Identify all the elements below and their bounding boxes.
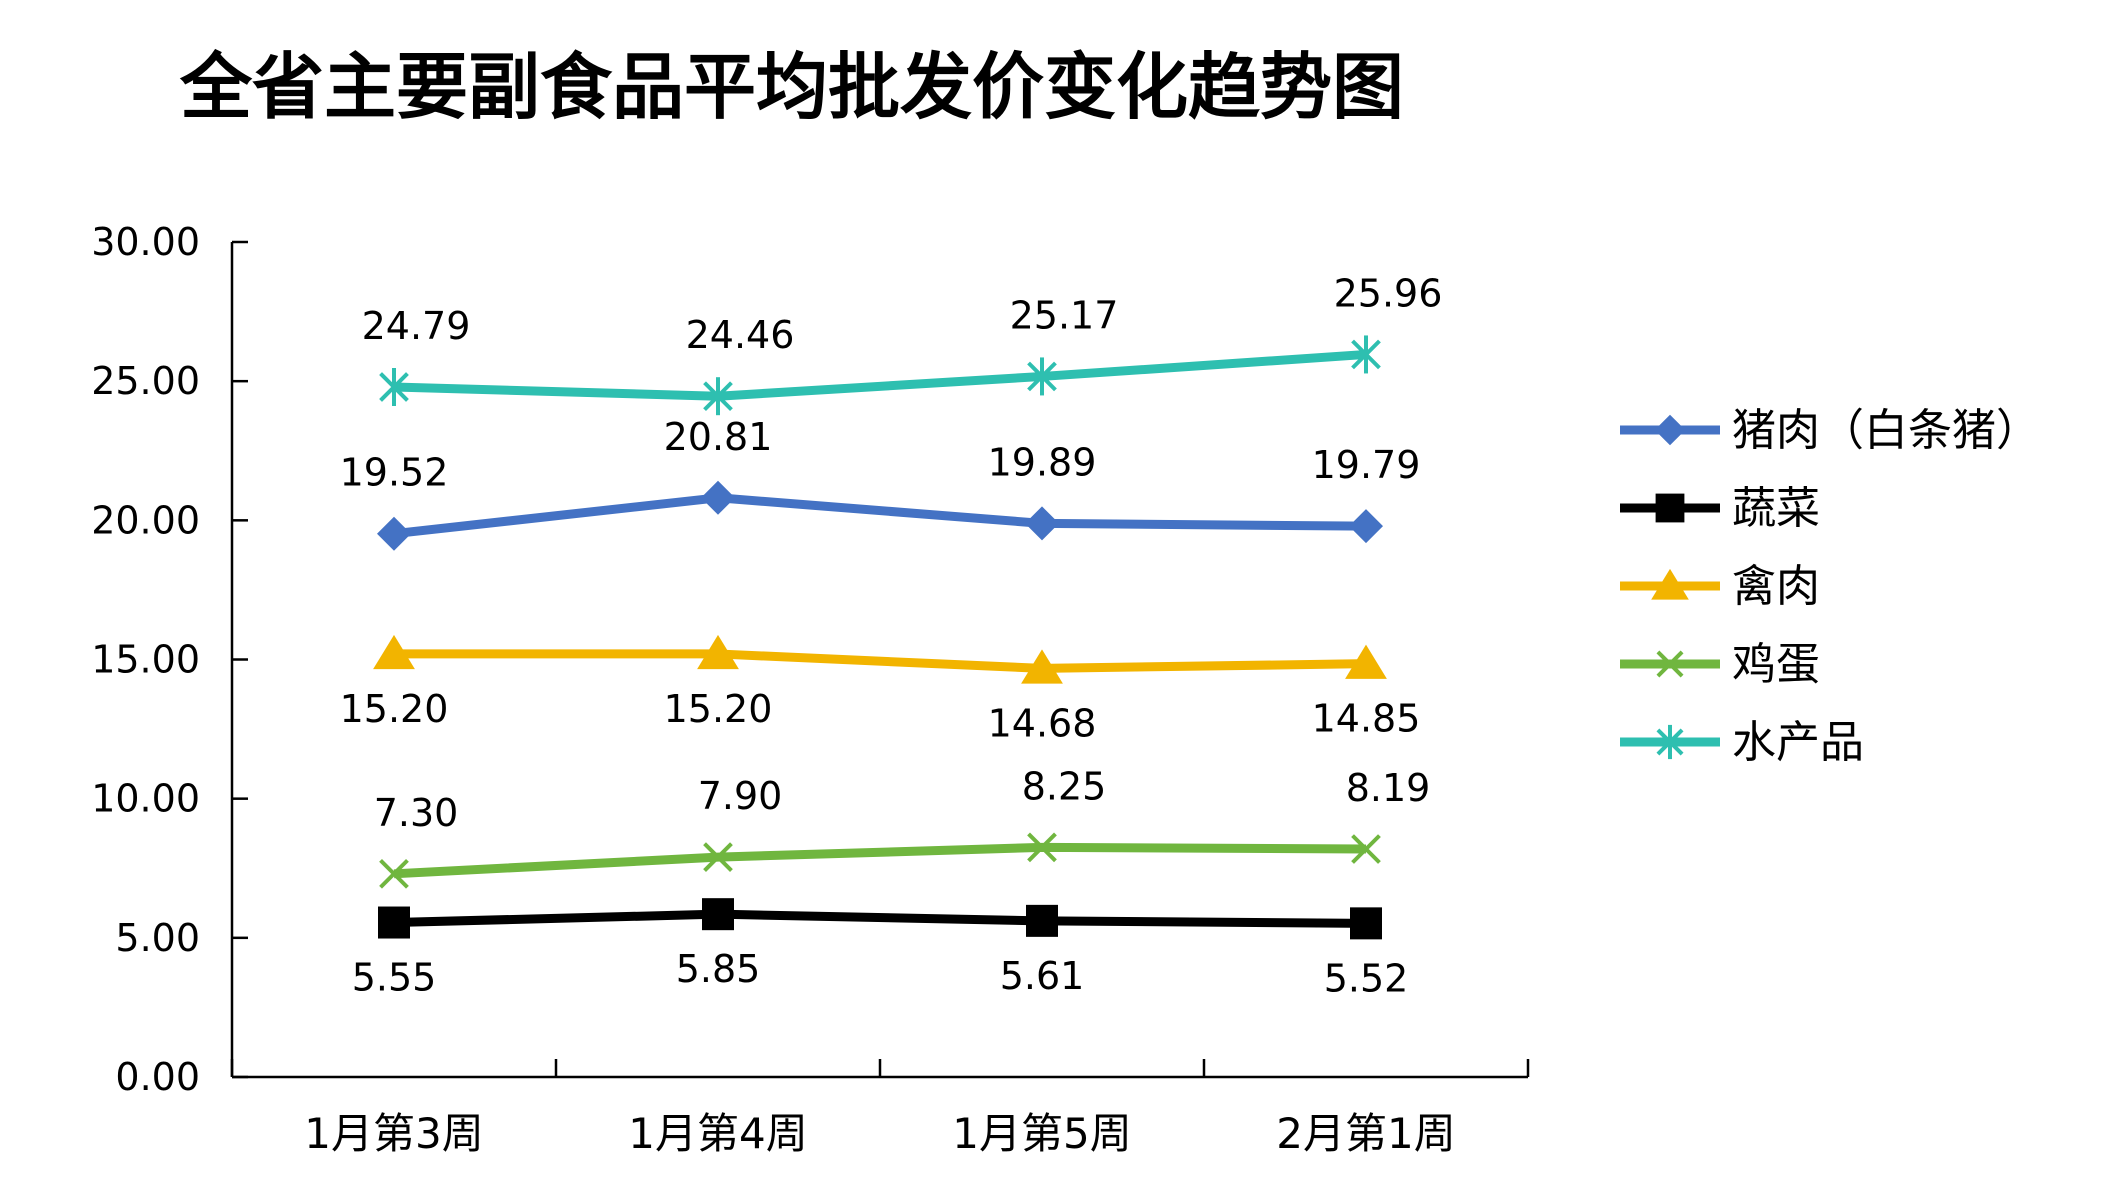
- data-point: [1351, 335, 1381, 374]
- x-tick-label: 1月第4周: [628, 1109, 807, 1158]
- series-0: [377, 480, 1383, 551]
- y-tick-label: 25.00: [91, 359, 200, 403]
- data-point: [703, 842, 733, 872]
- data-label: 25.17: [1010, 293, 1119, 337]
- marker-stroke: [1656, 650, 1684, 678]
- data-label: 5.85: [676, 947, 761, 991]
- legend-item: 鸡蛋: [1620, 639, 1820, 690]
- data-label: 24.79: [362, 304, 471, 348]
- series-line: [393, 909, 1367, 928]
- data-label: 15.20: [664, 687, 773, 731]
- data-point: [1027, 832, 1057, 863]
- marker-stroke: [379, 858, 409, 889]
- y-tick-label: 15.00: [91, 638, 200, 682]
- legend-label: 鸡蛋: [1732, 639, 1820, 690]
- data-label: 19.52: [340, 451, 449, 495]
- axes: 0.00 5.00 10.00 15.00 20.00 25.00 30.00 1月第3周 1月…: [91, 220, 1530, 1158]
- data-label: 8.19: [1346, 766, 1431, 810]
- data-label: 5.52: [1324, 956, 1409, 1000]
- data-point: [1027, 357, 1057, 396]
- chart-title: 全省主要副食品平均批发价变化趋势图: [179, 45, 1404, 129]
- series-2: [373, 634, 1387, 684]
- data-point: [1651, 568, 1689, 600]
- data-point: [1656, 650, 1684, 678]
- y-tick-label: 10.00: [91, 777, 200, 821]
- data-point: [379, 368, 409, 407]
- series-line: [393, 842, 1367, 879]
- data-point: [378, 906, 410, 939]
- data-label: 19.79: [1312, 443, 1421, 487]
- data-point: [697, 634, 739, 670]
- data-label: 7.30: [374, 791, 459, 835]
- data-point: [373, 634, 415, 670]
- data-label: 14.85: [1312, 697, 1421, 741]
- series-line: [393, 493, 1367, 539]
- data-point: [1345, 644, 1387, 679]
- legend-item: 水产品: [1620, 717, 1864, 768]
- data-point: [701, 480, 735, 515]
- data-label: 8.25: [1022, 764, 1107, 808]
- data-point: [1655, 493, 1685, 523]
- data-label: 5.55: [352, 956, 437, 1000]
- x-tick-label: 1月第5周: [952, 1109, 1131, 1158]
- series-3: [379, 832, 1381, 889]
- legend-item: 禽肉: [1620, 561, 1820, 612]
- data-label: 7.90: [698, 774, 783, 818]
- data-point: [377, 516, 411, 551]
- marker-stroke: [1027, 832, 1057, 863]
- marker-stroke: [1351, 834, 1381, 864]
- x-tick-label: 2月第1周: [1276, 1109, 1455, 1158]
- legend-item: 蔬菜: [1620, 483, 1820, 534]
- series-4: [379, 335, 1381, 416]
- y-tick-label: 5.00: [115, 916, 200, 960]
- marker-stroke: [703, 842, 733, 872]
- series-layer: [373, 335, 1387, 940]
- data-point: [1654, 414, 1686, 446]
- data-point: [1021, 649, 1063, 684]
- data-labels: 19.52 20.81 19.89 19.79 5.55 5.85 5.61 5.52 15.2…: [340, 271, 1443, 1000]
- data-point: [1025, 506, 1059, 541]
- legend-label: 蔬菜: [1732, 483, 1820, 534]
- data-label: 15.20: [340, 687, 449, 731]
- data-point: [1351, 834, 1381, 864]
- data-label: 20.81: [664, 415, 773, 459]
- series-1: [378, 898, 1382, 940]
- data-point: [1026, 904, 1058, 937]
- legend-label: 水产品: [1732, 717, 1864, 768]
- legend-label: 猪肉（白条猪）: [1732, 405, 2040, 456]
- data-point: [702, 898, 734, 931]
- data-label: 25.96: [1334, 271, 1443, 315]
- data-point: [703, 377, 733, 416]
- y-tick-label: 0.00: [115, 1055, 200, 1099]
- legend-label: 禽肉: [1732, 561, 1820, 612]
- data-label: 14.68: [988, 701, 1097, 745]
- x-tick-label: 1月第3周: [304, 1109, 483, 1158]
- data-point: [1350, 907, 1382, 940]
- data-label: 24.46: [686, 313, 795, 357]
- data-point: [1656, 724, 1684, 760]
- legend-item: 猪肉（白条猪）: [1620, 405, 2040, 456]
- data-point: [379, 858, 409, 889]
- series-line: [394, 649, 1367, 673]
- y-tick-label: 30.00: [91, 220, 200, 264]
- data-point: [1349, 509, 1383, 544]
- y-tick-label: 20.00: [91, 498, 200, 542]
- data-label: 5.61: [1000, 954, 1085, 998]
- data-label: 19.89: [988, 440, 1097, 484]
- series-line: [393, 349, 1367, 401]
